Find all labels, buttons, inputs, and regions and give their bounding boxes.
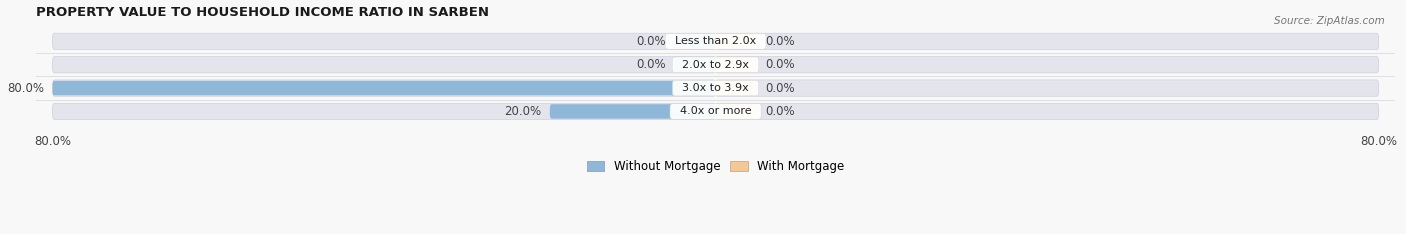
FancyBboxPatch shape bbox=[716, 81, 756, 95]
FancyBboxPatch shape bbox=[716, 33, 1379, 50]
FancyBboxPatch shape bbox=[716, 34, 756, 49]
Text: 4.0x or more: 4.0x or more bbox=[672, 106, 758, 117]
Legend: Without Mortgage, With Mortgage: Without Mortgage, With Mortgage bbox=[582, 155, 849, 178]
Text: 0.0%: 0.0% bbox=[637, 58, 666, 71]
Text: 0.0%: 0.0% bbox=[765, 82, 794, 95]
FancyBboxPatch shape bbox=[52, 81, 716, 95]
Text: 0.0%: 0.0% bbox=[765, 58, 794, 71]
Text: 3.0x to 3.9x: 3.0x to 3.9x bbox=[675, 83, 756, 93]
FancyBboxPatch shape bbox=[52, 33, 716, 50]
FancyBboxPatch shape bbox=[716, 103, 1379, 120]
Text: 20.0%: 20.0% bbox=[505, 105, 541, 118]
Text: 80.0%: 80.0% bbox=[7, 82, 44, 95]
FancyBboxPatch shape bbox=[716, 80, 1379, 96]
Text: Less than 2.0x: Less than 2.0x bbox=[668, 37, 763, 46]
FancyBboxPatch shape bbox=[716, 58, 756, 72]
FancyBboxPatch shape bbox=[550, 104, 716, 119]
Text: 2.0x to 2.9x: 2.0x to 2.9x bbox=[675, 60, 756, 70]
Text: PROPERTY VALUE TO HOUSEHOLD INCOME RATIO IN SARBEN: PROPERTY VALUE TO HOUSEHOLD INCOME RATIO… bbox=[37, 6, 489, 18]
Text: Source: ZipAtlas.com: Source: ZipAtlas.com bbox=[1274, 16, 1385, 26]
FancyBboxPatch shape bbox=[716, 104, 756, 119]
FancyBboxPatch shape bbox=[52, 80, 716, 96]
FancyBboxPatch shape bbox=[673, 34, 716, 49]
FancyBboxPatch shape bbox=[716, 57, 1379, 73]
FancyBboxPatch shape bbox=[52, 57, 716, 73]
FancyBboxPatch shape bbox=[673, 58, 716, 72]
Text: 0.0%: 0.0% bbox=[765, 105, 794, 118]
Text: 0.0%: 0.0% bbox=[765, 35, 794, 48]
FancyBboxPatch shape bbox=[52, 103, 716, 120]
Text: 0.0%: 0.0% bbox=[637, 35, 666, 48]
